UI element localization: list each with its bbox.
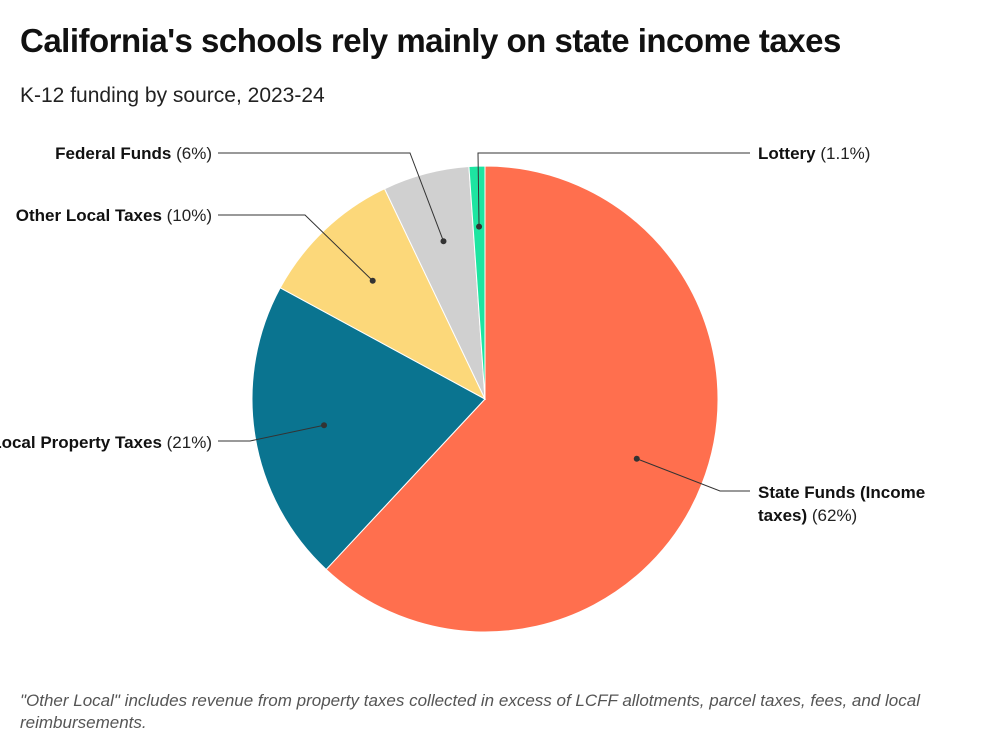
value-label: (21%)	[166, 433, 212, 452]
slice-name: Other Local Taxes	[15, 206, 162, 225]
value-label: (10%)	[166, 206, 212, 225]
pie-slice	[468, 165, 486, 400]
slice-name: Local Property Taxes	[0, 433, 162, 452]
leader-dot	[440, 238, 447, 245]
slice-label: Local Property Taxes (21%)	[0, 431, 212, 454]
leader-line	[218, 214, 374, 282]
leader-dot	[476, 223, 483, 230]
pie-slice	[251, 287, 486, 571]
slice-label: Federal Funds (6%)	[12, 142, 212, 165]
leader-dot	[369, 277, 376, 284]
footnote: "Other Local" includes revenue from prop…	[20, 691, 920, 732]
chart-subtitle: K-12 funding by source, 2023-24	[20, 84, 325, 107]
leader-line	[477, 152, 750, 227]
leader-line	[218, 424, 325, 442]
slice-label: State Funds (Income taxes) (62%)	[758, 481, 958, 527]
slice-name: State Funds (Income taxes)	[758, 483, 926, 525]
leader-dot	[321, 422, 328, 429]
value-label: (6%)	[176, 144, 212, 163]
leader-line	[218, 152, 444, 242]
leader-dot	[633, 455, 640, 462]
slice-name: Lottery	[758, 144, 816, 163]
chart-title: California's schools rely mainly on stat…	[20, 22, 841, 59]
slice-name: Federal Funds	[55, 144, 172, 163]
slice-label: Other Local Taxes (10%)	[12, 204, 212, 227]
value-label: (62%)	[811, 506, 858, 525]
slice-label: Lottery (1.1%)	[758, 142, 958, 165]
leader-line	[636, 458, 750, 492]
value-label: (1.1%)	[820, 144, 871, 163]
